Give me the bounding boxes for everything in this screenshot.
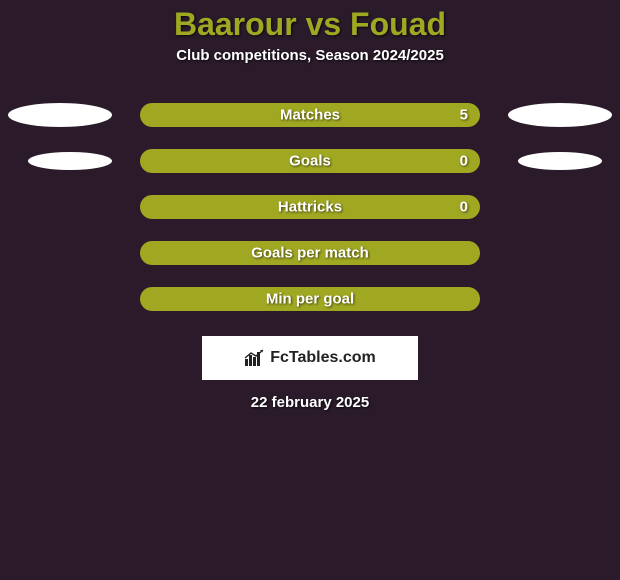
date-label: 22 february 2025: [0, 394, 620, 411]
subtitle: Club competitions, Season 2024/2025: [0, 47, 620, 64]
stat-row: Min per goal: [0, 276, 620, 322]
stat-label: Min per goal: [140, 291, 480, 308]
stat-value: 0: [460, 153, 468, 170]
comparison-container: Baarour vs Fouad Club competitions, Seas…: [0, 0, 620, 580]
ellipse-left: [28, 152, 112, 170]
logo-text: FcTables.com: [270, 349, 376, 367]
stats-rows: Matches5Goals0Hattricks0Goals per matchM…: [0, 92, 620, 322]
ellipse-right: [508, 103, 612, 127]
stat-value: 0: [460, 199, 468, 216]
logo-box: FcTables.com: [202, 336, 418, 380]
stat-label: Goals: [140, 153, 480, 170]
stat-row: Hattricks0: [0, 184, 620, 230]
stat-label: Goals per match: [140, 245, 480, 262]
stat-row: Goals0: [0, 138, 620, 184]
stat-label: Hattricks: [140, 199, 480, 216]
ellipse-left: [8, 103, 112, 127]
bar-chart-icon: [244, 349, 266, 367]
page-title: Baarour vs Fouad: [0, 0, 620, 47]
stat-row: Matches5: [0, 92, 620, 138]
ellipse-right: [518, 152, 602, 170]
stat-label: Matches: [140, 107, 480, 124]
stat-row: Goals per match: [0, 230, 620, 276]
stat-value: 5: [460, 107, 468, 124]
